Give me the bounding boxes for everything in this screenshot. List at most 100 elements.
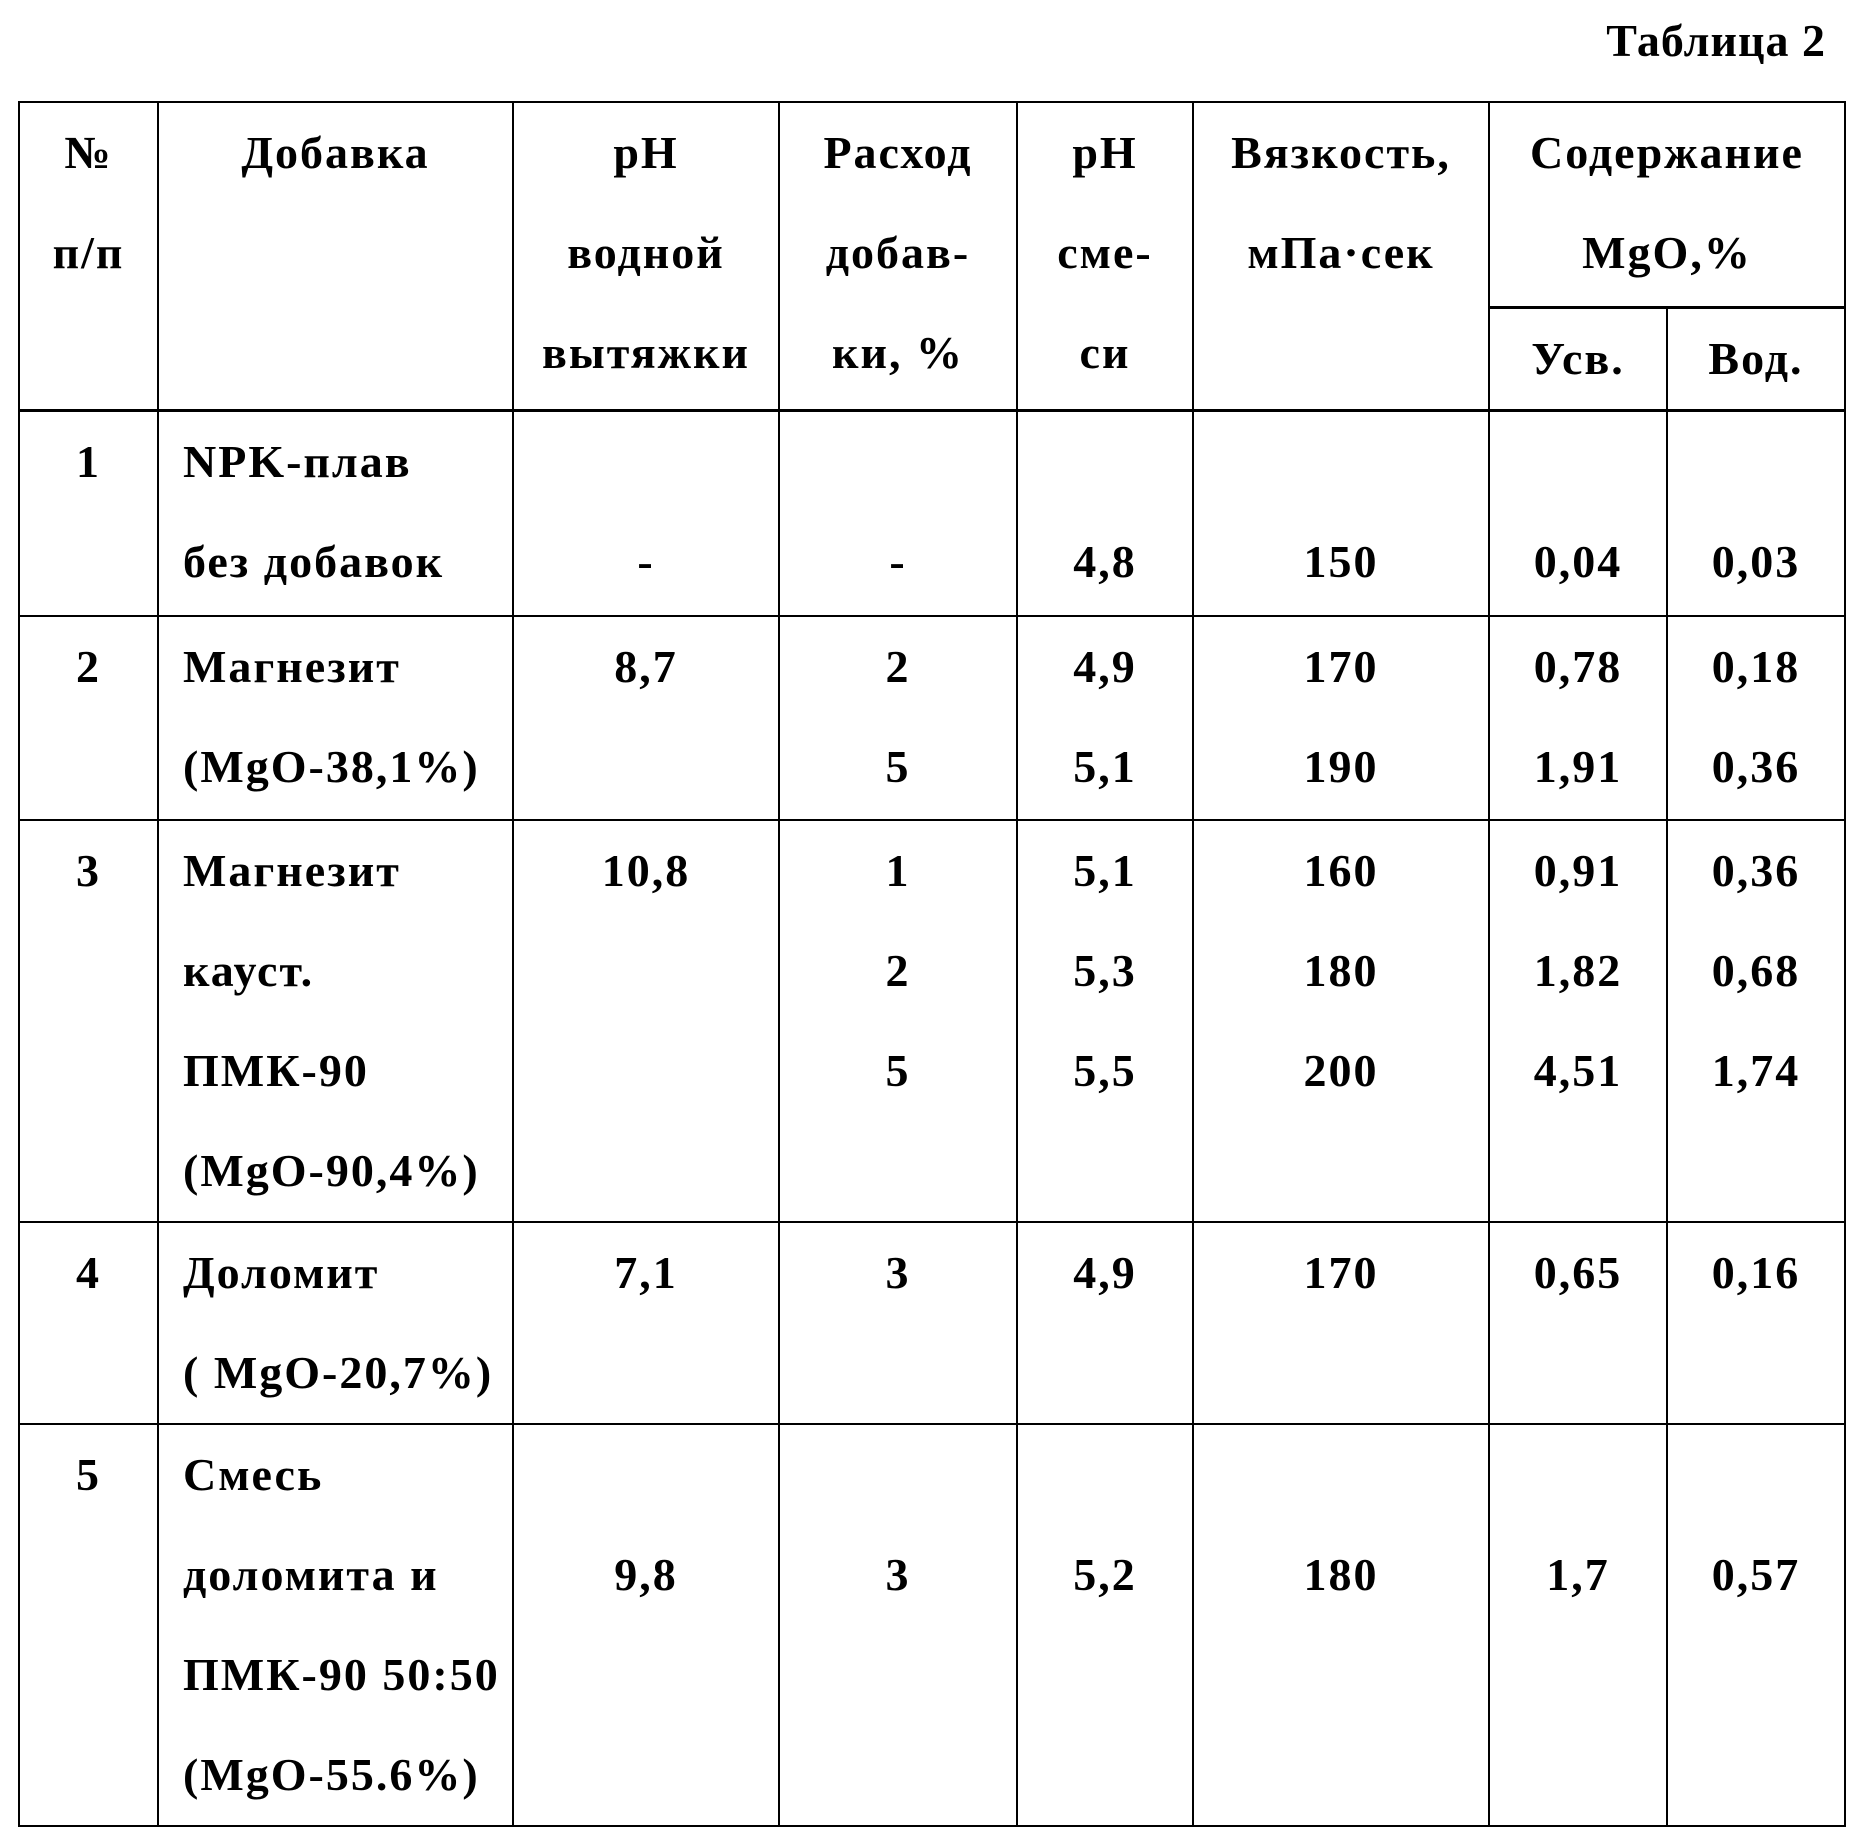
- cell-line: №: [20, 103, 157, 203]
- header-cell: СодержаниеMgO,%: [1489, 102, 1845, 307]
- cell-line: мПа·сек: [1194, 203, 1488, 303]
- cell-line: [1018, 412, 1192, 512]
- cell-line: 10,8: [514, 821, 778, 921]
- cell-line: 4,9: [1018, 617, 1192, 717]
- cell-line: [1668, 412, 1844, 512]
- cell-line: 3: [780, 1525, 1016, 1625]
- cell-line: 1: [20, 412, 157, 512]
- cell-line: 200: [1194, 1021, 1488, 1121]
- header-cell: Вязкость,мПа·сек: [1193, 102, 1489, 410]
- cell-line: 160: [1194, 821, 1488, 921]
- cell-line: 3: [780, 1223, 1016, 1323]
- cell-line: Расход: [780, 103, 1016, 203]
- cell-line: ПМК-90: [183, 1021, 512, 1121]
- page: Таблица 2 №п/пДобавкаpHводнойвытяжкиРасх…: [0, 0, 1856, 1780]
- cell-line: 0,57: [1668, 1525, 1844, 1625]
- table-cell: 9,8: [513, 1424, 779, 1826]
- table-cell: 0,781,91: [1489, 616, 1667, 820]
- cell-line: [1018, 1425, 1192, 1525]
- cell-line: Смесь: [183, 1425, 512, 1525]
- cell-line: 150: [1194, 512, 1488, 612]
- cell-line: 0,78: [1490, 617, 1666, 717]
- cell-line: 5,1: [1018, 717, 1192, 817]
- cell-line: 4,51: [1490, 1021, 1666, 1121]
- cell-line: 2: [780, 617, 1016, 717]
- table-cell: 25: [779, 616, 1017, 820]
- cell-line: доломита и: [183, 1525, 512, 1625]
- cell-line: 5: [20, 1425, 157, 1525]
- cell-line: 0,18: [1668, 617, 1844, 717]
- table-row: 3Магнезиткауст.ПМК-90(MgO-90,4%)10,81255…: [19, 820, 1845, 1222]
- table-cell: 0,180,36: [1667, 616, 1845, 820]
- table-cell: Смесьдоломита иПМК-90 50:50(MgO-55.6%): [158, 1424, 513, 1826]
- table-cell: 3: [779, 1424, 1017, 1826]
- table-cell: 0,04: [1489, 410, 1667, 616]
- table-cell: 0,16: [1667, 1222, 1845, 1424]
- cell-line: [514, 412, 778, 512]
- cell-line: pH: [514, 103, 778, 203]
- table-cell: 4,95,1: [1017, 616, 1193, 820]
- table-row: 5Смесьдоломита иПМК-90 50:50(MgO-55.6%)9…: [19, 1424, 1845, 1826]
- cell-line: 170: [1194, 1223, 1488, 1323]
- table-cell: 1: [19, 410, 158, 616]
- table-header: №п/пДобавкаpHводнойвытяжкиРасходдобав-ки…: [19, 102, 1845, 410]
- cell-line: 1,82: [1490, 921, 1666, 1021]
- table-cell: 150: [1193, 410, 1489, 616]
- cell-line: ки, %: [780, 303, 1016, 403]
- cell-line: pH: [1018, 103, 1192, 203]
- cell-line: 180: [1194, 1525, 1488, 1625]
- cell-line: Вязкость,: [1194, 103, 1488, 203]
- cell-line: (MgO-55.6%): [183, 1725, 512, 1825]
- table-cell: Магнезиткауст.ПМК-90(MgO-90,4%): [158, 820, 513, 1222]
- header-cell: pHводнойвытяжки: [513, 102, 779, 410]
- table-cell: 5: [19, 1424, 158, 1826]
- cell-line: сме-: [1018, 203, 1192, 303]
- cell-line: 2: [20, 617, 157, 717]
- table-row: 2Магнезит(MgO-38,1%)8,7254,95,11701900,7…: [19, 616, 1845, 820]
- cell-line: добав-: [780, 203, 1016, 303]
- cell-line: Содержание: [1490, 103, 1844, 203]
- table-cell: 1,7: [1489, 1424, 1667, 1826]
- table-cell: 4,9: [1017, 1222, 1193, 1424]
- header-cell: №п/п: [19, 102, 158, 410]
- table-cell: 125: [779, 820, 1017, 1222]
- cell-line: 5,3: [1018, 921, 1192, 1021]
- cell-line: Магнезит: [183, 821, 512, 921]
- table-cell: 170190: [1193, 616, 1489, 820]
- cell-line: -: [514, 512, 778, 612]
- cell-line: Доломит: [183, 1223, 512, 1323]
- table-cell: -: [779, 410, 1017, 616]
- cell-line: [1490, 1425, 1666, 1525]
- table-cell: 3: [779, 1222, 1017, 1424]
- cell-line: 170: [1194, 617, 1488, 717]
- cell-line: 1,91: [1490, 717, 1666, 817]
- data-table: №п/пДобавкаpHводнойвытяжкиРасходдобав-ки…: [18, 101, 1846, 1827]
- header-cell: Вод.: [1667, 307, 1845, 410]
- cell-line: [1194, 412, 1488, 512]
- cell-line: 4,9: [1018, 1223, 1192, 1323]
- cell-line: кауст.: [183, 921, 512, 1021]
- table-cell: 180: [1193, 1424, 1489, 1826]
- header-cell: pHсме-си: [1017, 102, 1193, 410]
- cell-line: NPK-плав: [183, 412, 512, 512]
- cell-line: вытяжки: [514, 303, 778, 403]
- cell-line: 0,65: [1490, 1223, 1666, 1323]
- table-cell: 0,65: [1489, 1222, 1667, 1424]
- cell-line: Добавка: [159, 103, 512, 203]
- table-caption: Таблица 2: [1606, 14, 1826, 67]
- cell-line: 0,04: [1490, 512, 1666, 612]
- cell-line: 0,68: [1668, 921, 1844, 1021]
- cell-line: 0,16: [1668, 1223, 1844, 1323]
- table-cell: 7,1: [513, 1222, 779, 1424]
- table-cell: 0,911,824,51: [1489, 820, 1667, 1222]
- cell-line: 2: [780, 921, 1016, 1021]
- cell-line: [1490, 412, 1666, 512]
- table-cell: 0,360,681,74: [1667, 820, 1845, 1222]
- cell-line: 9,8: [514, 1525, 778, 1625]
- cell-line: 1: [780, 821, 1016, 921]
- table-cell: 4: [19, 1222, 158, 1424]
- cell-line: [514, 1425, 778, 1525]
- cell-line: 0,36: [1668, 821, 1844, 921]
- cell-line: ( MgO-20,7%): [183, 1323, 512, 1423]
- cell-line: -: [780, 512, 1016, 612]
